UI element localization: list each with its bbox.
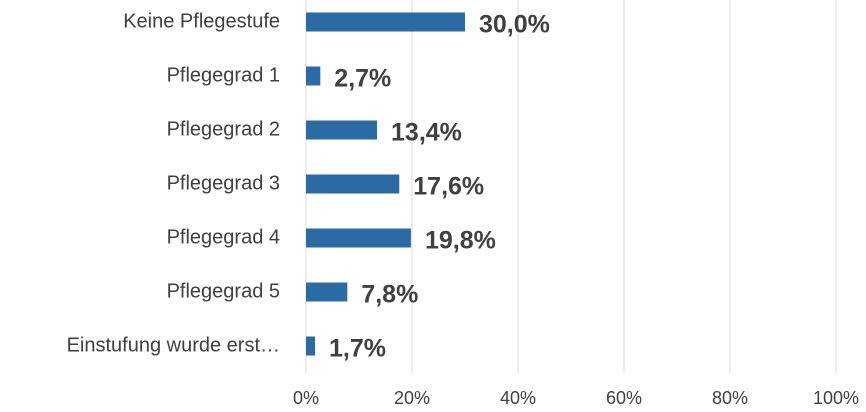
category-label: Pflegegrad 5	[167, 280, 280, 302]
bar	[306, 120, 378, 140]
bar	[306, 282, 348, 302]
x-tick-label: 40%	[500, 388, 536, 408]
value-label: 13,4%	[391, 119, 462, 147]
bar	[306, 336, 316, 356]
category-label: Pflegegrad 3	[167, 172, 280, 194]
value-label: 1,7%	[329, 335, 386, 363]
x-tick-label: 60%	[606, 388, 642, 408]
value-label: 7,8%	[361, 281, 418, 309]
bar	[306, 66, 321, 86]
category-label: Einstufung wurde erst…	[67, 334, 280, 356]
bar	[306, 228, 411, 248]
value-label: 30,0%	[479, 11, 550, 39]
category-label: Pflegegrad 4	[167, 226, 280, 248]
bar	[306, 174, 400, 194]
category-label: Pflegegrad 1	[167, 64, 280, 86]
bar	[306, 12, 465, 32]
x-tick-label: 80%	[712, 388, 748, 408]
x-tick-label: 100%	[813, 388, 859, 408]
value-label: 17,6%	[413, 173, 484, 201]
value-label: 19,8%	[425, 227, 496, 255]
x-tick-label: 0%	[293, 388, 319, 408]
category-label: Pflegegrad 2	[167, 118, 280, 140]
x-tick-label: 20%	[394, 388, 430, 408]
category-label: Keine Pflegestufe	[123, 10, 280, 32]
value-label: 2,7%	[334, 65, 391, 93]
